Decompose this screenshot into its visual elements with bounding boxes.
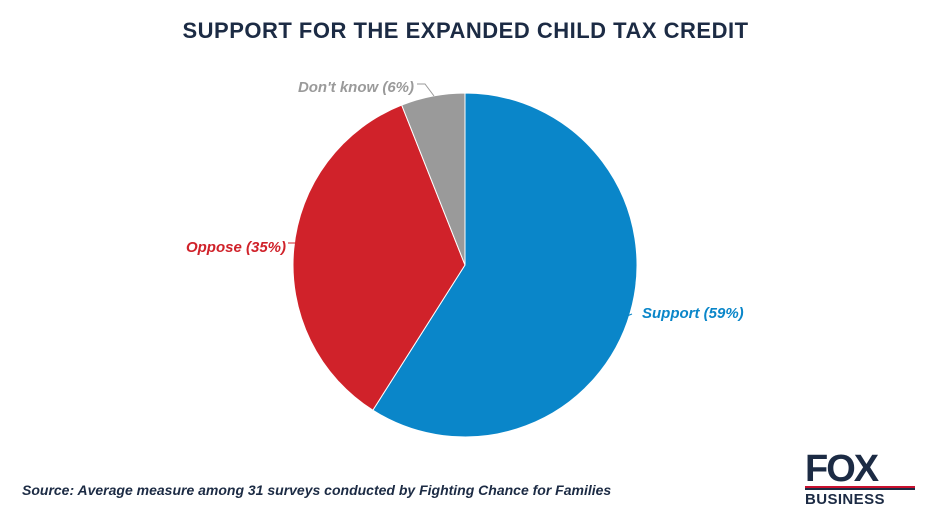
logo-red-rule: [805, 486, 915, 488]
logo-business-text: BUSINESS: [805, 488, 915, 509]
logo-fox-text: FOX: [805, 448, 879, 490]
source-note: Source: Average measure among 31 surveys…: [22, 482, 612, 498]
pie-slice-dont-know: [401, 92, 466, 266]
fox-business-logo: FOX BUSINESS: [805, 448, 915, 509]
chart-title: SUPPORT FOR THE EXPANDED CHILD TAX CREDI…: [182, 18, 749, 43]
pie-slice-oppose: [292, 104, 466, 411]
pie-slice-support: [372, 92, 638, 438]
slice-label-dont-know: Don't know (6%): [298, 79, 414, 96]
leader-line-dont-know: [417, 83, 435, 97]
leader-line-support: [626, 313, 633, 317]
slice-label-support: Support (59%): [642, 305, 744, 322]
slice-label-oppose: Oppose (35%): [186, 239, 286, 256]
